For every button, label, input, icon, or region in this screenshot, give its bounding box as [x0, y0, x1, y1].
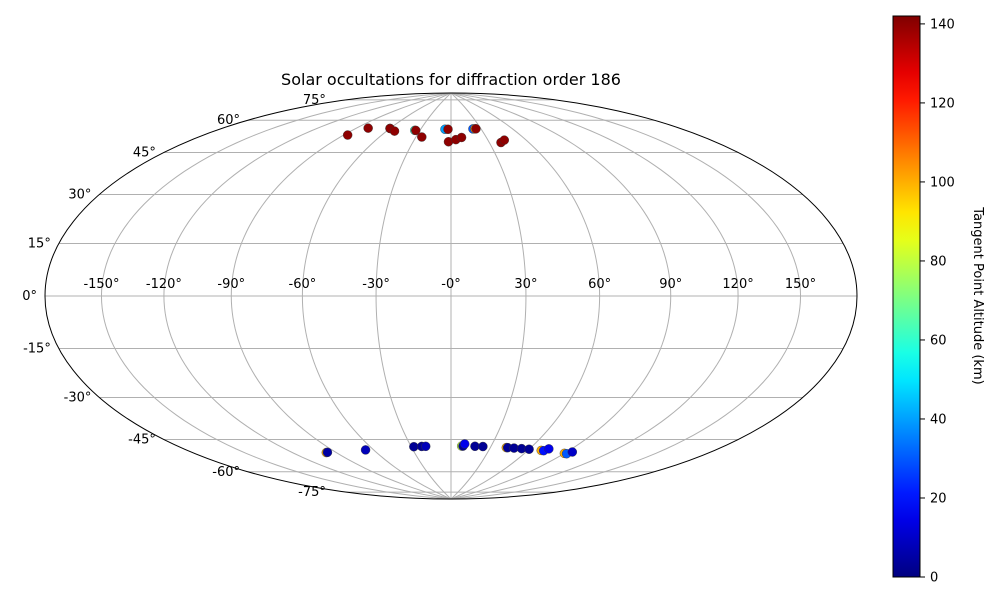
occultation-points — [321, 123, 578, 459]
colorbar-tick-label: 60 — [930, 333, 947, 348]
occultation-point — [409, 442, 419, 452]
occultation-point — [478, 441, 488, 452]
lat-tick-label: -15° — [23, 342, 51, 357]
occultation-point — [360, 445, 371, 455]
map-boundary — [44, 92, 858, 500]
colorbar-tick-label: 100 — [930, 175, 955, 190]
occultation-point — [421, 441, 431, 452]
lat-tick-label: 45° — [133, 145, 156, 160]
colorbar-ticks: 0 20 40 60 80 100 120 140 — [920, 17, 955, 586]
colorbar-label: Tangent Point Altitude (km) — [970, 206, 985, 384]
lon-tick-label: 90° — [659, 277, 682, 292]
lon-tick-label: 60° — [588, 277, 611, 292]
occultation-point — [471, 124, 481, 134]
lat-tick-label: 0° — [22, 289, 37, 304]
occultation-point — [499, 135, 509, 145]
occultation-point — [411, 125, 421, 136]
latitude-tick-labels: 75° 60° 45° 30° 15° 0° -15° -30° -45° -60° -75° — [22, 93, 326, 500]
lon-tick-label: 150° — [785, 277, 816, 292]
lat-tick-label: 60° — [217, 113, 240, 128]
colorbar-tick-label: 40 — [930, 412, 947, 427]
graticule — [45, 93, 857, 499]
colorbar-tick-label: 140 — [930, 17, 955, 32]
occultation-point — [544, 444, 554, 454]
lon-tick-label: -0° — [441, 277, 460, 292]
occultation-point — [417, 132, 427, 142]
occultation-point — [456, 132, 467, 143]
occultation-point — [389, 126, 400, 136]
lat-tick-label: 30° — [68, 188, 91, 203]
lon-tick-label: 30° — [514, 277, 537, 292]
occultation-point — [363, 123, 373, 133]
lon-tick-label: -30° — [362, 277, 390, 292]
occultation-point — [443, 124, 453, 134]
lon-tick-label: -90° — [217, 277, 245, 292]
chart-title: Solar occultations for diffraction order… — [281, 70, 621, 89]
lat-tick-label: -75° — [298, 485, 326, 500]
lon-tick-label: 120° — [722, 277, 753, 292]
colorbar-tick-label: 20 — [930, 491, 947, 506]
occultation-point — [524, 444, 534, 454]
occultation-point — [460, 439, 470, 449]
lat-tick-label: -60° — [212, 465, 240, 480]
lon-tick-label: -150° — [83, 277, 119, 292]
lat-tick-label: 75° — [303, 93, 326, 108]
occultation-point — [322, 447, 333, 458]
colorbar-tick-label: 120 — [930, 96, 955, 111]
lat-tick-label: -45° — [128, 433, 156, 448]
occultation-point — [567, 447, 578, 457]
lon-tick-label: -120° — [146, 277, 182, 292]
occultation-point — [470, 441, 480, 451]
longitude-tick-labels: -150° -120° -90° -60° -30° -0° 30° 60° 90° 120° 15… — [83, 277, 816, 292]
lon-tick-label: -60° — [289, 277, 317, 292]
colorbar — [892, 15, 921, 578]
colorbar-tick-label: 0 — [930, 571, 938, 586]
colorbar-tick-label: 80 — [930, 254, 947, 269]
lat-tick-label: 15° — [28, 236, 51, 251]
lat-tick-label: -30° — [64, 391, 92, 406]
occultation-point — [342, 130, 353, 140]
